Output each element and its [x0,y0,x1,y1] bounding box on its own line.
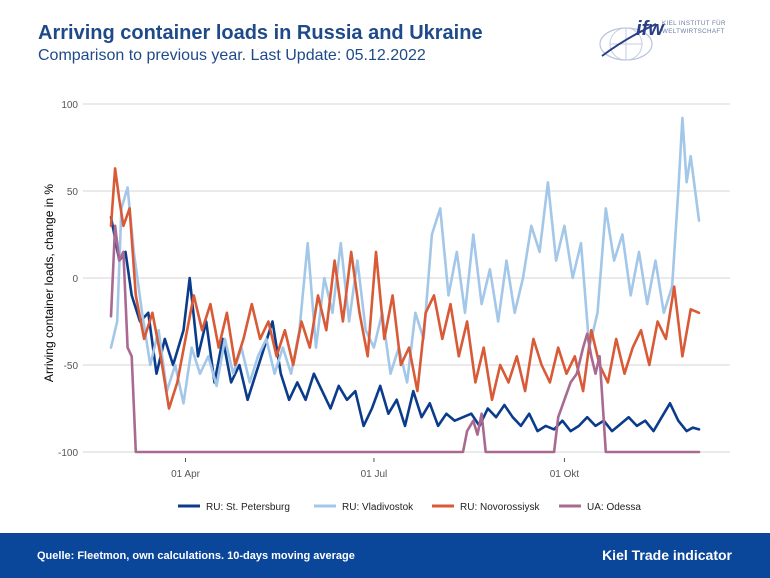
chart-subtitle: Comparison to previous year. Last Update… [38,47,426,64]
footer-bar [0,533,770,578]
series-line-ru-vladivostok [109,116,701,405]
series-lines [109,116,701,454]
x-tick-label: 01 Apr [171,469,201,480]
logo-mark: ifw [636,18,664,40]
chart-canvas: 100 50 0 -50 -100 01 Apr 01 Jul 01 Okt RU: St.… [58,100,730,513]
series-line-ru-st-petersburg [109,215,701,433]
series-line-ua-odessa [109,224,701,454]
legend-label: RU: Novorossiysk [460,502,540,513]
y-axis-ticks: 100 50 0 -50 -100 [58,100,78,459]
chart-title: Arriving container loads in Russia and U… [38,22,483,44]
legend: RU: St. Petersburg RU: Vladivostok RU: Nov… [178,502,641,513]
y-tick-label: -100 [58,448,78,459]
logo-line-1: KIEL INSTITUT FÜR [662,20,726,27]
y-tick-label: 0 [72,274,78,285]
x-tick-label: 01 Jul [361,469,388,480]
legend-label: RU: St. Petersburg [206,502,290,513]
y-tick-label: 50 [67,187,79,198]
logo-line-2: WELTWIRTSCHAFT [662,28,725,35]
legend-label: UA: Odessa [587,502,641,513]
y-tick-label: -50 [64,361,79,372]
logo-institute-name: KIEL INSTITUT FÜR WELTWIRTSCHAFT [662,20,742,36]
brand-label: Kiel Trade indicator [602,547,732,563]
globe-icon [599,23,657,61]
y-tick-label: 100 [61,100,78,111]
y-axis-title: Arriving container loads, change in % [42,183,56,383]
legend-label: RU: Vladivostok [342,502,414,513]
source-note: Quelle: Fleetmon, own calculations. 10-d… [37,550,355,562]
x-tick-label: 01 Okt [550,469,580,480]
x-axis-ticks: 01 Apr 01 Jul 01 Okt [171,458,579,480]
